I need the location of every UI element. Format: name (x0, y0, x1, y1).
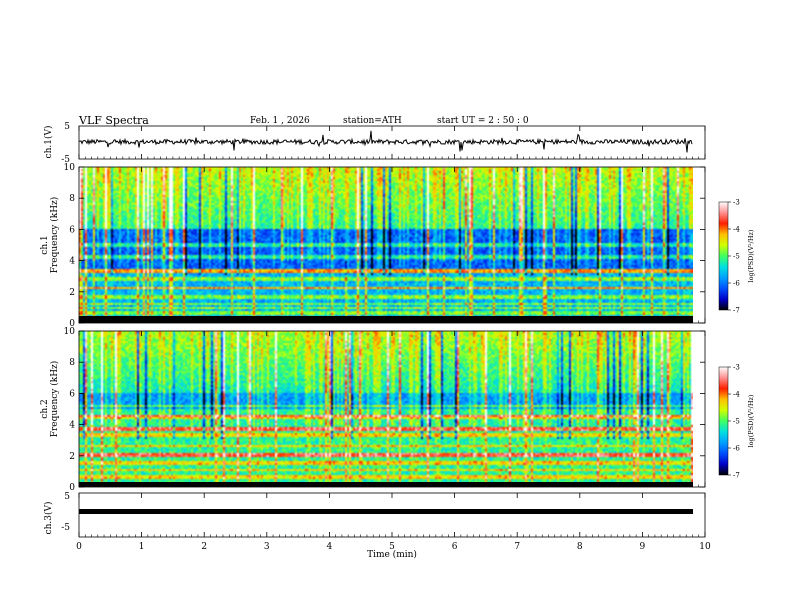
ch3-ytick-top: 5 (64, 492, 70, 502)
time-tick-label: 4 (327, 542, 333, 552)
colorbar-tick-label: -5 (733, 253, 740, 261)
ch1-spectrogram-heatmap (79, 167, 693, 323)
colorbar-tick-label: -7 (733, 472, 740, 480)
colorbar-tick-label: -6 (733, 280, 740, 288)
ch2-spectrogram-ylabel: Frequency (kHz) (49, 361, 60, 438)
ch3-waveform-frame (78, 492, 706, 538)
colorbar-tick-label: -7 (733, 307, 740, 315)
time-tick-label: 1 (139, 542, 145, 552)
freq-tick-label: 4 (69, 421, 75, 431)
ch1-spectrogram-ylabel-channel: ch.1 (40, 235, 50, 254)
time-tick-label: 3 (264, 542, 270, 552)
colorbar-gradient (718, 366, 729, 476)
time-axis-label: Time (min) (367, 549, 417, 560)
station-label: station=ATH (343, 116, 402, 126)
freq-tick-label: 10 (64, 327, 76, 337)
ch1-spectrogram-ylabel: Frequency (kHz) (49, 197, 60, 274)
freq-tick-label: 0 (69, 319, 75, 329)
ch3-waveform-ylabel: ch.3(V) (43, 502, 54, 535)
ch2-spectrogram-ylabel-channel: ch.2 (40, 399, 50, 418)
ch3-waveform-line (79, 509, 693, 514)
ch1-ytick-top: 5 (64, 122, 70, 132)
freq-tick-label: 2 (69, 452, 75, 462)
freq-tick-label: 4 (69, 257, 75, 267)
time-tick-label: 7 (514, 542, 520, 552)
colorbar-tick-label: -3 (733, 199, 740, 207)
colorbar-label: log(PSD)(V²/Hz) (747, 229, 755, 282)
ch1-waveform-ylabel: ch.1(V) (43, 126, 54, 159)
ch1-spectrogram-panel: 0 2 4 6 8 10 ch.1 Frequency (kHz) (40, 163, 706, 329)
time-tick-label: 5 (389, 542, 395, 552)
time-tick-label: 8 (577, 542, 583, 552)
ch2-colorbar: -3 -4 -5 -6 -7 log(PSD)(V²/Hz) (718, 364, 755, 480)
time-tick-label: 9 (640, 542, 646, 552)
freq-tick-label: 10 (64, 163, 76, 173)
freq-tick-label: 6 (69, 389, 75, 399)
start-ut-label: start UT = 2 : 50 : 0 (437, 116, 529, 126)
colorbar-gradient (718, 201, 729, 311)
figure-title: VLF Spectra (78, 114, 149, 127)
freq-tick-label: 6 (69, 225, 75, 235)
freq-tick-label: 2 (69, 288, 75, 298)
colorbar-tick-label: -4 (733, 391, 740, 399)
colorbar-tick-label: -4 (733, 226, 740, 234)
ch1-waveform-line (78, 130, 693, 153)
colorbar-label: log(PSD)(V²/Hz) (747, 394, 755, 447)
date-label: Feb. 1 , 2026 (250, 116, 310, 126)
freq-tick-label: 8 (69, 194, 75, 204)
time-axis: 0 1 2 3 4 5 6 7 8 9 10 (76, 126, 711, 552)
colorbar-tick-label: -5 (733, 418, 740, 426)
colorbar-tick-label: -6 (733, 445, 740, 453)
ch2-spectrogram-panel: 0 2 4 6 8 10 ch.2 Frequency (kHz) (40, 327, 706, 493)
ch1-ytick-bottom: -5 (61, 155, 70, 165)
ch3-ytick-bottom: -5 (61, 523, 70, 533)
ch3-waveform-panel: 5 -5 ch.3(V) (43, 492, 706, 538)
time-tick-label: 6 (452, 542, 458, 552)
ch1-colorbar: -3 -4 -5 -6 -7 log(PSD)(V²/Hz) (718, 199, 755, 315)
time-tick-label: 10 (699, 542, 711, 552)
colorbar-tick-label: -3 (733, 364, 740, 372)
time-tick-label: 2 (201, 542, 207, 552)
ch1-waveform-panel: 5 -5 ch.1(V) (43, 122, 706, 165)
ch2-spectrogram-heatmap (79, 331, 693, 487)
ch1-bottom-strip (79, 316, 693, 323)
freq-tick-label: 0 (69, 483, 75, 493)
time-tick-label: 0 (76, 542, 82, 552)
freq-tick-label: 8 (69, 358, 75, 368)
